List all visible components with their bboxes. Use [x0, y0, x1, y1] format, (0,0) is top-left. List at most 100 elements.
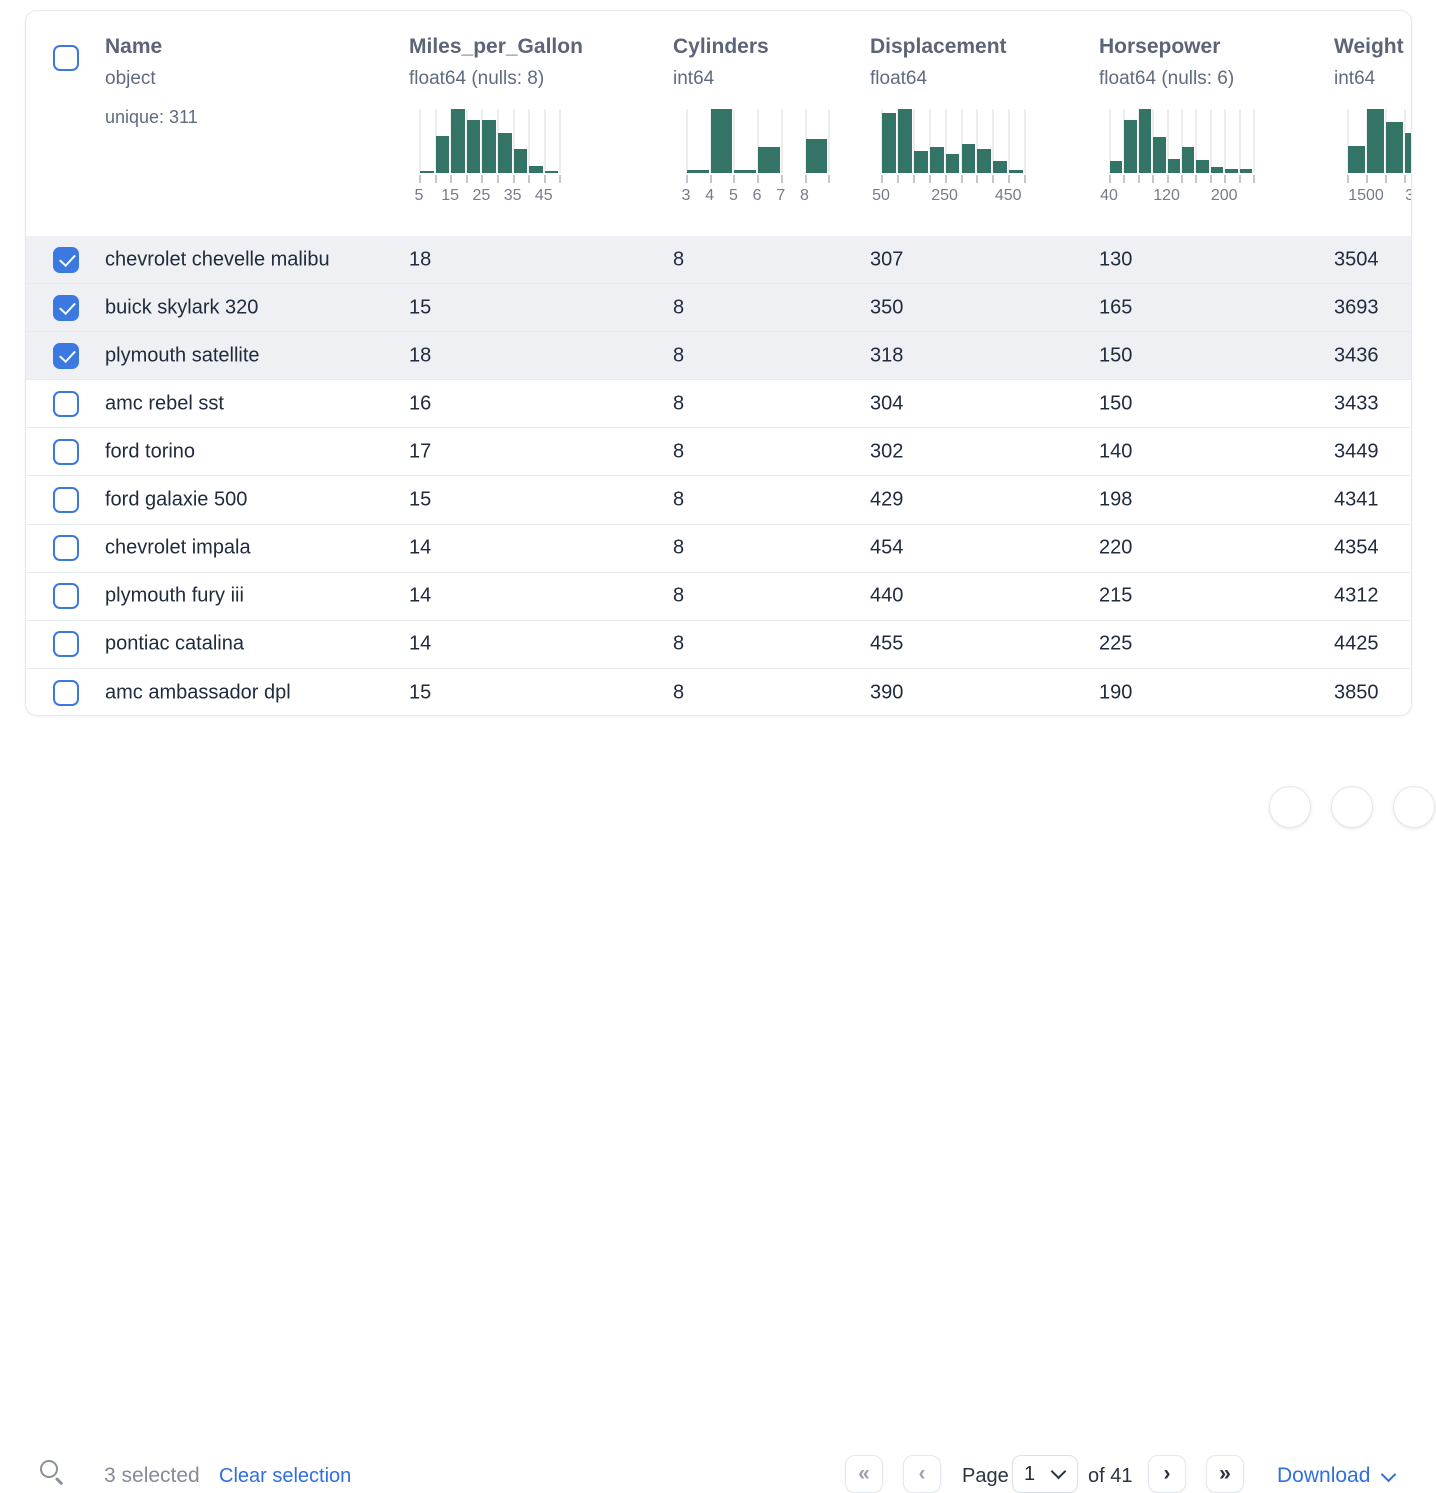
- axis-tick-label: 45: [534, 187, 553, 204]
- histogram-gridline: [1253, 109, 1255, 173]
- value-cell: 140: [1099, 440, 1133, 463]
- histogram-bar: [1196, 160, 1209, 173]
- histogram-bar: [758, 147, 780, 173]
- table-row[interactable]: plymouth fury iii 14 8 440 215 4312: [26, 572, 1411, 621]
- axis-tick-label: 200: [1210, 187, 1238, 204]
- axis-tick: [528, 175, 531, 183]
- axis-tick: [559, 175, 562, 183]
- selected-count-label: 3 selected: [104, 1464, 200, 1487]
- axis-tick: [944, 175, 947, 183]
- histogram-bar: [466, 120, 481, 173]
- histogram-bar: [1138, 109, 1152, 173]
- search-handle: [55, 1477, 64, 1486]
- weight-histogram[interactable]: 1500 3500: [1347, 109, 1411, 209]
- column-title[interactable]: Displacement: [870, 35, 1007, 58]
- histogram-gridline: [960, 109, 963, 173]
- axis-tick: [1385, 175, 1387, 183]
- axis-tick-label: 5: [728, 187, 738, 204]
- table-row[interactable]: amc ambassador dpl 15 8 390 190 3850: [26, 668, 1411, 715]
- download-label: Download: [1277, 1464, 1371, 1487]
- row-checkbox[interactable]: [53, 342, 79, 369]
- value-cell: 8: [673, 296, 685, 319]
- table-row[interactable]: buick skylark 320 15 8 350 165 3693: [26, 284, 1411, 333]
- axis-tick: [1209, 175, 1212, 183]
- axis-tick: [733, 175, 736, 183]
- row-checkbox[interactable]: [53, 438, 79, 465]
- histogram-gridline: [928, 109, 931, 173]
- search-icon[interactable]: [40, 1460, 66, 1486]
- axis-tick-label: 15: [441, 187, 460, 204]
- axis-tick: [1123, 175, 1126, 183]
- value-cell: 350: [870, 296, 904, 319]
- histogram-bar: [945, 154, 960, 173]
- next-page-button[interactable]: ›: [1148, 1455, 1186, 1493]
- horsepower-histogram[interactable]: 40 120 200: [1100, 109, 1255, 209]
- table-row[interactable]: chevrolet chevelle malibu 18 8 307 130 3504: [26, 236, 1411, 285]
- hidden-action-button[interactable]: [1269, 786, 1311, 828]
- histogram-plot: [419, 109, 562, 173]
- previous-page-button[interactable]: ‹: [903, 1455, 941, 1493]
- name-cell: buick skylark 320: [105, 296, 259, 319]
- row-checkbox[interactable]: [53, 583, 79, 610]
- histogram-bar: [1239, 169, 1252, 173]
- histogram-bar: [482, 120, 496, 173]
- histogram-plot: [1347, 109, 1411, 173]
- name-cell: chevrolet chevelle malibu: [105, 248, 330, 271]
- last-page-button[interactable]: »: [1206, 1455, 1244, 1493]
- axis-tick: [828, 175, 831, 183]
- table-footer: 3 selected Clear selection « ‹ Page 1 of…: [0, 716, 1436, 1493]
- select-all-checkbox[interactable]: [53, 45, 79, 71]
- value-cell: 14: [409, 632, 432, 655]
- chevron-down-icon: [1050, 1463, 1067, 1480]
- table-row[interactable]: amc rebel sst 16 8 304 150 3433: [26, 380, 1411, 429]
- mpg-histogram[interactable]: 5 15 25 35 45: [415, 109, 562, 209]
- table-row[interactable]: chevrolet impala 14 8 454 220 4354: [26, 524, 1411, 573]
- displacement-histogram[interactable]: 50 250 450: [872, 109, 1027, 209]
- table-row[interactable]: ford torino 17 8 302 140 3449: [26, 428, 1411, 477]
- row-checkbox[interactable]: [53, 487, 79, 514]
- value-cell: 15: [409, 296, 432, 319]
- row-checkbox[interactable]: [53, 294, 79, 321]
- table-row[interactable]: plymouth satellite 18 8 318 150 3436: [26, 332, 1411, 381]
- axis-tick-label: 250: [931, 187, 958, 204]
- page-label: Page: [962, 1465, 1009, 1487]
- hidden-action-button[interactable]: [1393, 786, 1435, 828]
- axis-tick: [1253, 175, 1255, 183]
- clear-selection-link[interactable]: Clear selection: [219, 1465, 352, 1487]
- row-checkbox[interactable]: [53, 535, 79, 562]
- value-cell: 390: [870, 681, 904, 704]
- axis-tick: [686, 175, 688, 183]
- first-page-button[interactable]: «: [845, 1455, 883, 1493]
- page-number-select[interactable]: 1: [1012, 1455, 1078, 1493]
- hidden-action-button[interactable]: [1331, 786, 1373, 828]
- column-title[interactable]: Horsepower: [1099, 35, 1221, 58]
- value-cell: 14: [409, 584, 432, 607]
- row-checkbox[interactable]: [53, 246, 79, 273]
- axis-tick: [757, 175, 760, 183]
- histogram-bar: [734, 170, 757, 173]
- value-cell: 198: [1099, 488, 1133, 511]
- table-row[interactable]: pontiac catalina 14 8 455 225 4425: [26, 620, 1411, 669]
- column-title[interactable]: Weight: [1334, 35, 1404, 58]
- row-checkbox[interactable]: [53, 390, 79, 417]
- histogram-bar: [687, 170, 709, 173]
- column-title[interactable]: Cylinders: [673, 35, 769, 58]
- axis-tick-label: 35: [503, 187, 522, 204]
- axis-tick: [543, 175, 546, 183]
- download-link[interactable]: Download: [1277, 1464, 1397, 1488]
- axis-tick-label: 3500: [1401, 187, 1411, 205]
- value-cell: 150: [1099, 392, 1133, 415]
- row-checkbox[interactable]: [53, 679, 79, 706]
- histogram-bar: [882, 113, 896, 173]
- histogram-bar: [1225, 169, 1238, 173]
- column-title[interactable]: Miles_per_Gallon: [409, 35, 583, 58]
- value-cell: 8: [673, 681, 685, 704]
- value-cell: 215: [1099, 584, 1133, 607]
- column-title[interactable]: Name: [105, 35, 163, 58]
- table-row[interactable]: ford galaxie 500 15 8 429 198 4341: [26, 476, 1411, 525]
- axis-tick: [465, 175, 468, 183]
- histogram-gridline: [1209, 109, 1212, 173]
- axis-tick: [881, 175, 883, 183]
- row-checkbox[interactable]: [53, 631, 79, 658]
